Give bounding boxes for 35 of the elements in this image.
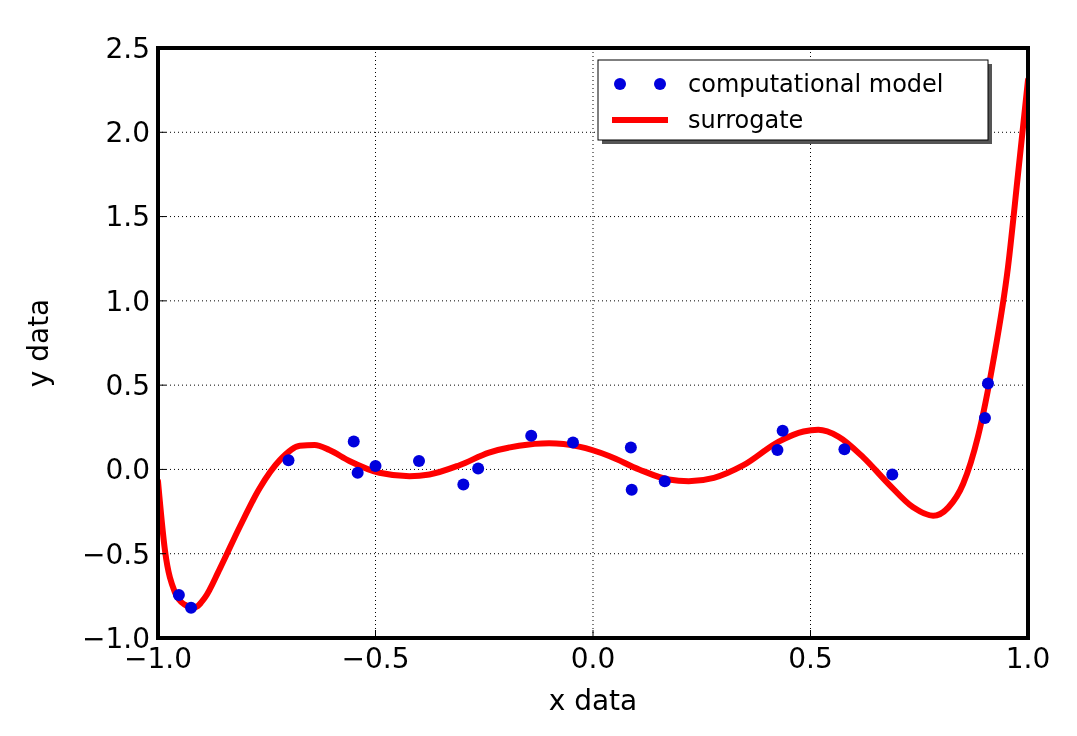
x-tick-label: 0.5 [788, 642, 833, 675]
y-tick-label: 1.0 [105, 284, 150, 318]
point [351, 466, 364, 479]
point [347, 435, 360, 448]
y-axis-title: y data [22, 298, 55, 388]
point [369, 460, 382, 473]
point [457, 478, 470, 491]
point [978, 412, 991, 425]
y-tick-label: 2.0 [105, 116, 150, 150]
point [886, 468, 899, 481]
point [838, 443, 851, 456]
point [282, 454, 295, 467]
x-tick-label: 0.0 [570, 642, 616, 675]
y-tick-label: 0.0 [105, 453, 150, 487]
point [413, 455, 425, 467]
y-tick-label: 1.5 [105, 200, 150, 234]
x-tick-label: 1.0 [1005, 642, 1051, 675]
point [658, 475, 671, 488]
point [525, 429, 538, 442]
point [624, 441, 637, 454]
x-tick-label: −0.5 [341, 642, 410, 675]
legend-label: computational model [688, 70, 944, 99]
point [776, 424, 789, 437]
y-tick-label: 2.5 [105, 31, 150, 65]
y-tick-label: 0.5 [105, 368, 150, 402]
point [625, 483, 638, 496]
point [981, 377, 994, 390]
y-tick-label: −0.5 [82, 537, 150, 571]
x-axis-title: x data [548, 684, 638, 717]
point [566, 436, 579, 449]
point [472, 462, 485, 475]
legend-label: surrogate [688, 106, 804, 135]
point [172, 589, 185, 602]
point [185, 601, 198, 614]
point [771, 444, 784, 457]
